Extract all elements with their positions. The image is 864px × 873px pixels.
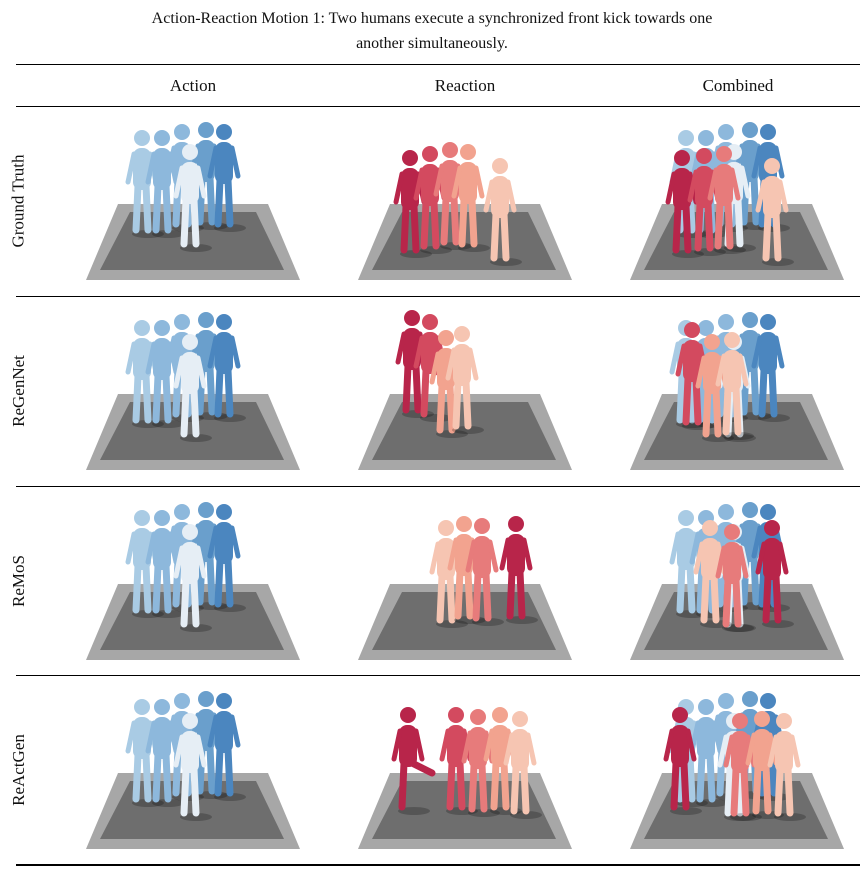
scene-render xyxy=(86,502,300,660)
scene-render xyxy=(630,122,844,280)
render-panel-remos-reaction xyxy=(350,492,580,668)
scene-render xyxy=(86,312,300,470)
render-panel-ground-truth-action xyxy=(78,112,308,288)
action-figure-5 xyxy=(207,504,246,612)
column-header-combined: Combined xyxy=(702,76,774,95)
row-label-regennet: ReGenNet xyxy=(9,355,29,427)
row-label-reactgen: ReActGen xyxy=(9,734,29,806)
action-figure-5 xyxy=(751,314,790,422)
reaction-figure-4 xyxy=(767,713,806,821)
caption-line-2: another simultaneously. xyxy=(356,35,508,52)
action-figure-6 xyxy=(173,334,212,442)
render-panel-remos-combined xyxy=(622,492,852,668)
reaction-figure-3 xyxy=(707,146,746,254)
scene-render xyxy=(86,691,300,849)
reaction-figure-5 xyxy=(483,158,522,266)
figure-caption: Action-Reaction Motion 1: Two humans exe… xyxy=(0,6,864,56)
action-figure-2 xyxy=(145,130,184,238)
scene-render xyxy=(86,122,300,280)
reaction-figure-3 xyxy=(755,520,794,628)
reaction-figure-3 xyxy=(715,332,754,440)
reaction-figure-4 xyxy=(499,516,538,624)
row-divider-3 xyxy=(16,675,860,676)
render-panel-ground-truth-reaction xyxy=(350,112,580,288)
scene-render xyxy=(630,691,844,849)
caption-line-1: Action-Reaction Motion 1: Two humans exe… xyxy=(151,10,713,27)
scene-render xyxy=(358,142,572,280)
reaction-figure-2 xyxy=(715,524,754,632)
scene-render xyxy=(358,310,572,470)
row-label-ground-truth: Ground Truth xyxy=(9,154,28,248)
reaction-figure-4 xyxy=(755,158,794,266)
row-divider-1 xyxy=(16,296,860,297)
action-figure-6 xyxy=(173,524,212,632)
action-figure-6 xyxy=(173,713,212,821)
render-panel-regennet-combined xyxy=(622,302,852,478)
reaction-figure-3 xyxy=(461,709,500,817)
reaction-figure-1 xyxy=(663,707,702,815)
render-panel-regennet-action xyxy=(78,302,308,478)
action-figure-1 xyxy=(125,320,164,428)
action-figure-2 xyxy=(145,320,184,428)
header-rule xyxy=(16,106,860,107)
action-figure-6 xyxy=(173,144,212,252)
render-panel-reactgen-combined xyxy=(622,681,852,857)
render-panel-reactgen-action xyxy=(78,681,308,857)
render-panel-regennet-reaction xyxy=(350,302,580,478)
reaction-figure-3 xyxy=(465,518,504,626)
action-figure-2 xyxy=(145,699,184,807)
row-label-remos: ReMoS xyxy=(9,555,28,607)
reaction-figure-4 xyxy=(451,144,490,252)
reaction-figure-1 xyxy=(393,150,432,258)
action-figure-5 xyxy=(207,314,246,422)
action-figure-1 xyxy=(125,699,164,807)
render-panel-reactgen-reaction xyxy=(350,681,580,857)
reaction-figure-2 xyxy=(439,707,478,815)
reaction-figure-2 xyxy=(687,148,726,256)
action-figure-5 xyxy=(207,693,246,801)
render-panel-remos-action xyxy=(78,492,308,668)
bottom-rule xyxy=(16,864,860,866)
column-header-action: Action xyxy=(169,76,217,95)
reaction-figure-1 xyxy=(391,707,436,815)
scene-render xyxy=(358,516,572,660)
reaction-figure-4 xyxy=(445,326,484,434)
scene-render xyxy=(630,502,844,660)
top-rule xyxy=(16,64,860,65)
render-panel-ground-truth-combined xyxy=(622,112,852,288)
action-figure-5 xyxy=(207,124,246,232)
reaction-figure-1 xyxy=(665,150,704,258)
column-header-reaction: Reaction xyxy=(434,76,496,95)
reaction-figure-5 xyxy=(503,711,542,819)
scene-render xyxy=(358,707,572,849)
row-divider-2 xyxy=(16,486,860,487)
scene-render xyxy=(630,312,844,470)
